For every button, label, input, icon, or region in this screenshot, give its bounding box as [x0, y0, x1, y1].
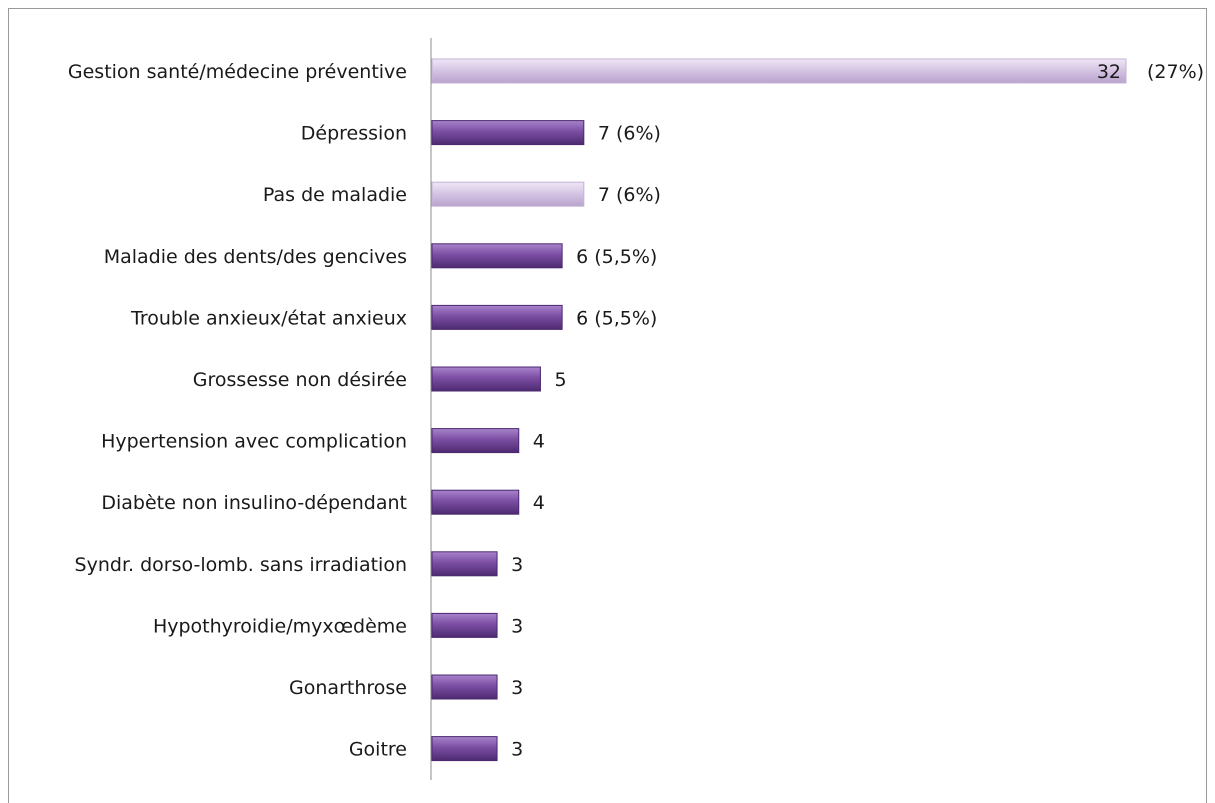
category-label: Goitre — [349, 739, 407, 761]
category-label: Syndr. dorso-lomb. sans irradiation — [75, 554, 407, 576]
bar — [431, 428, 520, 454]
data-label: 6 (5,5%) — [576, 246, 657, 268]
data-label: 3 — [511, 615, 523, 637]
bar — [431, 120, 585, 146]
data-label: 6 (5,5%) — [576, 307, 657, 329]
bar — [431, 304, 563, 330]
data-label: 3 — [511, 739, 523, 761]
category-label: Hypertension avec complication — [101, 431, 407, 453]
bar — [431, 489, 520, 515]
data-label: 3 — [511, 554, 523, 576]
category-label: Diabète non insulino-dépendant — [101, 492, 407, 514]
category-label: Dépression — [301, 123, 407, 145]
category-label: Hypothyroidie/myxœdème — [153, 615, 407, 637]
category-label: Pas de maladie — [263, 184, 407, 206]
bar — [431, 674, 498, 700]
data-label: 32 — [1097, 61, 1121, 83]
percent-label: (27%) — [1147, 61, 1204, 83]
bar — [431, 612, 498, 638]
category-label: Gonarthrose — [289, 677, 407, 699]
data-label: 7 (6%) — [598, 123, 661, 145]
category-label: Gestion santé/médecine préventive — [68, 61, 407, 83]
category-label: Trouble anxieux/état anxieux — [130, 307, 407, 329]
category-label: Grossesse non désirée — [193, 369, 407, 391]
category-label: Maladie des dents/des gencives — [104, 246, 407, 268]
data-label: 5 — [554, 369, 566, 391]
bar — [431, 243, 563, 269]
chart-frame — [8, 8, 1207, 803]
bar — [431, 58, 1127, 84]
data-label: 3 — [511, 677, 523, 699]
data-label: 4 — [533, 492, 545, 514]
bar — [431, 181, 585, 207]
data-label: 4 — [533, 431, 545, 453]
data-label: 7 (6%) — [598, 184, 661, 206]
bar — [431, 366, 541, 392]
bar — [431, 736, 498, 762]
bar — [431, 551, 498, 577]
